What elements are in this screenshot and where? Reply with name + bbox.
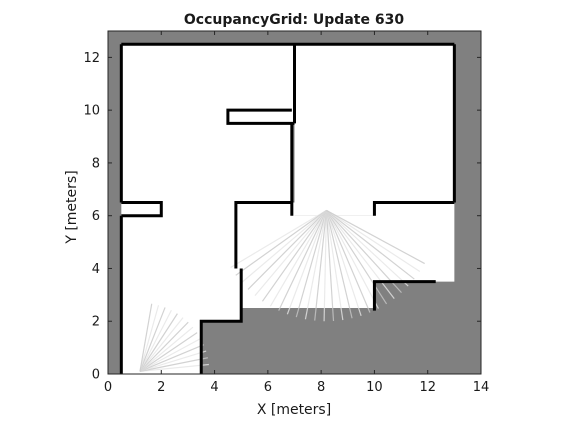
sensor-ray bbox=[139, 344, 205, 372]
sensor-ray bbox=[139, 317, 184, 372]
sensor-ray bbox=[261, 210, 327, 302]
sensor-ray bbox=[325, 210, 379, 309]
sensor-ray bbox=[323, 210, 328, 322]
sensor-ray bbox=[325, 210, 353, 319]
sensor-ray bbox=[325, 210, 344, 321]
x-tick-label: 14 bbox=[473, 380, 490, 395]
x-tick-label: 4 bbox=[210, 380, 218, 395]
sensor-ray bbox=[230, 209, 327, 269]
sensor-ray bbox=[269, 210, 327, 307]
sensor-ray bbox=[295, 210, 328, 318]
sensor-ray bbox=[326, 209, 425, 265]
sensor-ray bbox=[139, 321, 189, 372]
sensor-ray bbox=[139, 309, 172, 372]
y-tick-label: 12 bbox=[83, 51, 100, 66]
axes-frame bbox=[107, 30, 482, 375]
sensor-ray bbox=[325, 210, 371, 313]
free-region-left-corridor bbox=[121, 215, 242, 374]
wall-lower-right-step bbox=[372, 280, 436, 311]
sensor-ray bbox=[139, 332, 198, 372]
sensor-ray bbox=[286, 210, 328, 315]
sensor-ray bbox=[326, 209, 421, 273]
y-tick-label: 2 bbox=[92, 315, 100, 330]
sensor-ray bbox=[139, 307, 166, 372]
x-tick-label: 6 bbox=[264, 380, 272, 395]
wall-right-ledge bbox=[372, 201, 455, 216]
sensor-ray bbox=[304, 210, 328, 320]
x-tick-label: 2 bbox=[157, 380, 165, 395]
y-tick-label: 10 bbox=[83, 104, 100, 119]
sensor-ray bbox=[241, 209, 327, 284]
x-axis-ticks: 0 2 4 6 8 10 12 14 bbox=[104, 31, 489, 395]
sensor-ray bbox=[139, 350, 207, 372]
wall-left-ledge bbox=[121, 201, 163, 218]
sensor-ray bbox=[139, 357, 208, 372]
sensor-ray bbox=[139, 363, 209, 372]
sensor-ray bbox=[314, 210, 328, 321]
sensor-ray bbox=[235, 209, 327, 276]
sensor-ray bbox=[326, 210, 402, 294]
x-tick-label: 0 bbox=[104, 380, 112, 395]
sensor-ray bbox=[325, 210, 335, 322]
y-axis-ticks: 0 2 4 6 8 10 12 bbox=[83, 51, 481, 383]
chart-title: OccupancyGrid: Update 630 bbox=[184, 12, 404, 28]
y-tick-label: 0 bbox=[92, 368, 100, 383]
sensor-ray bbox=[278, 210, 328, 311]
y-tick-label: 4 bbox=[92, 262, 100, 277]
plot-area bbox=[107, 30, 482, 375]
wall-lower-step bbox=[199, 268, 243, 374]
sensor-rays-layer bbox=[139, 209, 425, 372]
wall-center-post bbox=[234, 201, 294, 269]
wall-divider-stub bbox=[226, 108, 295, 125]
sensor-ray bbox=[325, 210, 388, 305]
x-tick-label: 8 bbox=[317, 380, 325, 395]
free-region-upper-right-room bbox=[294, 44, 455, 216]
occupied-walls-layer bbox=[119, 42, 456, 374]
y-tick-label: 6 bbox=[92, 209, 100, 224]
sensor-ray bbox=[247, 209, 327, 290]
y-axis-label: Y [meters] bbox=[64, 170, 80, 244]
sensor-ray bbox=[326, 209, 415, 280]
sensor-ray bbox=[325, 210, 395, 299]
sensor-ray bbox=[139, 313, 178, 372]
sensor-ray bbox=[326, 209, 409, 287]
y-tick-label: 8 bbox=[92, 156, 100, 171]
sensor-ray bbox=[139, 303, 153, 372]
sensor-ray bbox=[139, 337, 202, 372]
sensor-ray bbox=[139, 326, 194, 372]
sensor-ray bbox=[254, 210, 327, 297]
sensor-ray bbox=[139, 305, 160, 372]
x-axis-label: X [meters] bbox=[257, 402, 331, 418]
sensor-ray bbox=[325, 210, 362, 316]
x-tick-label: 10 bbox=[366, 380, 383, 395]
x-tick-label: 12 bbox=[419, 380, 436, 395]
